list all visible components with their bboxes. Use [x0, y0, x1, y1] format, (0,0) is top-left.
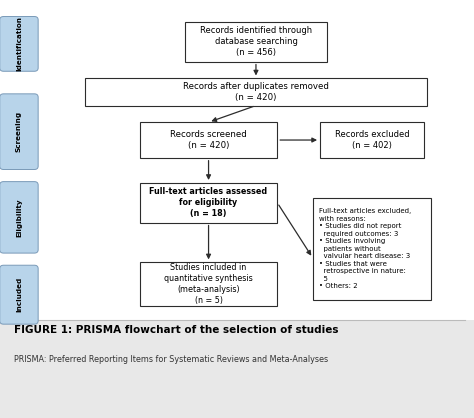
Text: Full-text articles assessed
for eligibility
(n = 18): Full-text articles assessed for eligibil…	[149, 187, 268, 218]
Bar	[320, 122, 424, 158]
Text: Eligibility: Eligibility	[16, 198, 22, 237]
Text: Records screened
(n = 420): Records screened (n = 420)	[170, 130, 247, 150]
Text: Full-text articles excluded,
with reasons:
• Studies did not report
  required o: Full-text articles excluded, with reason…	[319, 208, 411, 289]
FancyBboxPatch shape	[0, 182, 38, 253]
Bar	[140, 122, 277, 158]
FancyBboxPatch shape	[0, 265, 38, 324]
Text: Screening: Screening	[16, 111, 22, 152]
Text: PRISMA: Preferred Reporting Items for Systematic Reviews and Meta-Analyses: PRISMA: Preferred Reporting Items for Sy…	[14, 355, 328, 364]
Text: Records identified through
database searching
(n = 456): Records identified through database sear…	[200, 26, 312, 57]
Bar	[85, 79, 427, 105]
Bar	[0, 320, 474, 418]
Text: Included: Included	[16, 277, 22, 312]
Text: Records excluded
(n = 402): Records excluded (n = 402)	[335, 130, 410, 150]
Text: Identification: Identification	[16, 16, 22, 71]
Bar	[313, 197, 431, 300]
Bar	[140, 183, 277, 222]
FancyBboxPatch shape	[0, 94, 38, 170]
Text: FIGURE 1: PRISMA flowchart of the selection of studies: FIGURE 1: PRISMA flowchart of the select…	[14, 325, 339, 335]
Text: Records after duplicates removed
(n = 420): Records after duplicates removed (n = 42…	[183, 82, 329, 102]
FancyBboxPatch shape	[0, 16, 38, 71]
Text: Studies included in
quantitative synthesis
(meta-analysis)
(n = 5): Studies included in quantitative synthes…	[164, 263, 253, 306]
Bar	[140, 263, 277, 306]
Bar	[185, 22, 327, 61]
